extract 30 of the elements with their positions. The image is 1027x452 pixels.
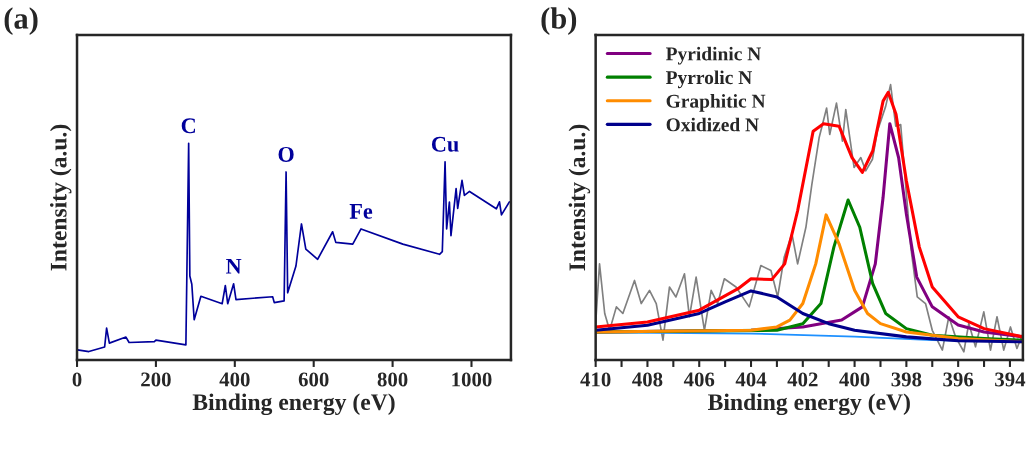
x-tick-label: 396 (943, 372, 974, 387)
x-tick-label: 200 (141, 372, 171, 387)
legend-label: Oxidized N (666, 117, 759, 132)
x-tick-label: 398 (891, 372, 922, 387)
x-tick-label: 400 (219, 372, 250, 387)
x-axis-title: Binding energy (eV) (708, 393, 910, 416)
x-tick-label: 800 (377, 372, 408, 387)
x-tick-label: 1000 (452, 372, 492, 387)
chart-title: (b) (541, 7, 577, 36)
x-tick-label: 400 (839, 372, 870, 387)
x-tick-label: 0 (72, 372, 82, 387)
annotation: Fe (349, 204, 373, 219)
legend-label: Graphitic N (666, 94, 766, 112)
annotation: C (181, 118, 195, 134)
chart-title: (a) (4, 7, 38, 36)
x-tick-label: 406 (683, 372, 715, 387)
x-tick-label: 410 (580, 372, 611, 387)
legend-label: Pyridinic N (665, 46, 761, 65)
x-axis-title: Binding energy (eV) (192, 393, 395, 416)
x-tick-label: 600 (298, 372, 329, 387)
y-axis-title: Intensity (a.u.) (49, 124, 72, 271)
annotation: Cu (431, 136, 459, 152)
x-tick-label: 404 (735, 372, 767, 387)
annotation: O (278, 146, 294, 162)
y-axis-title: Intensity (a.u.) (568, 124, 591, 271)
x-tick-label: 402 (787, 372, 818, 387)
legend-label: Pyrrolic N (665, 70, 752, 89)
x-tick-label: 394 (995, 372, 1026, 387)
x-tick-label: 408 (632, 372, 663, 387)
annotation: N (226, 258, 242, 274)
